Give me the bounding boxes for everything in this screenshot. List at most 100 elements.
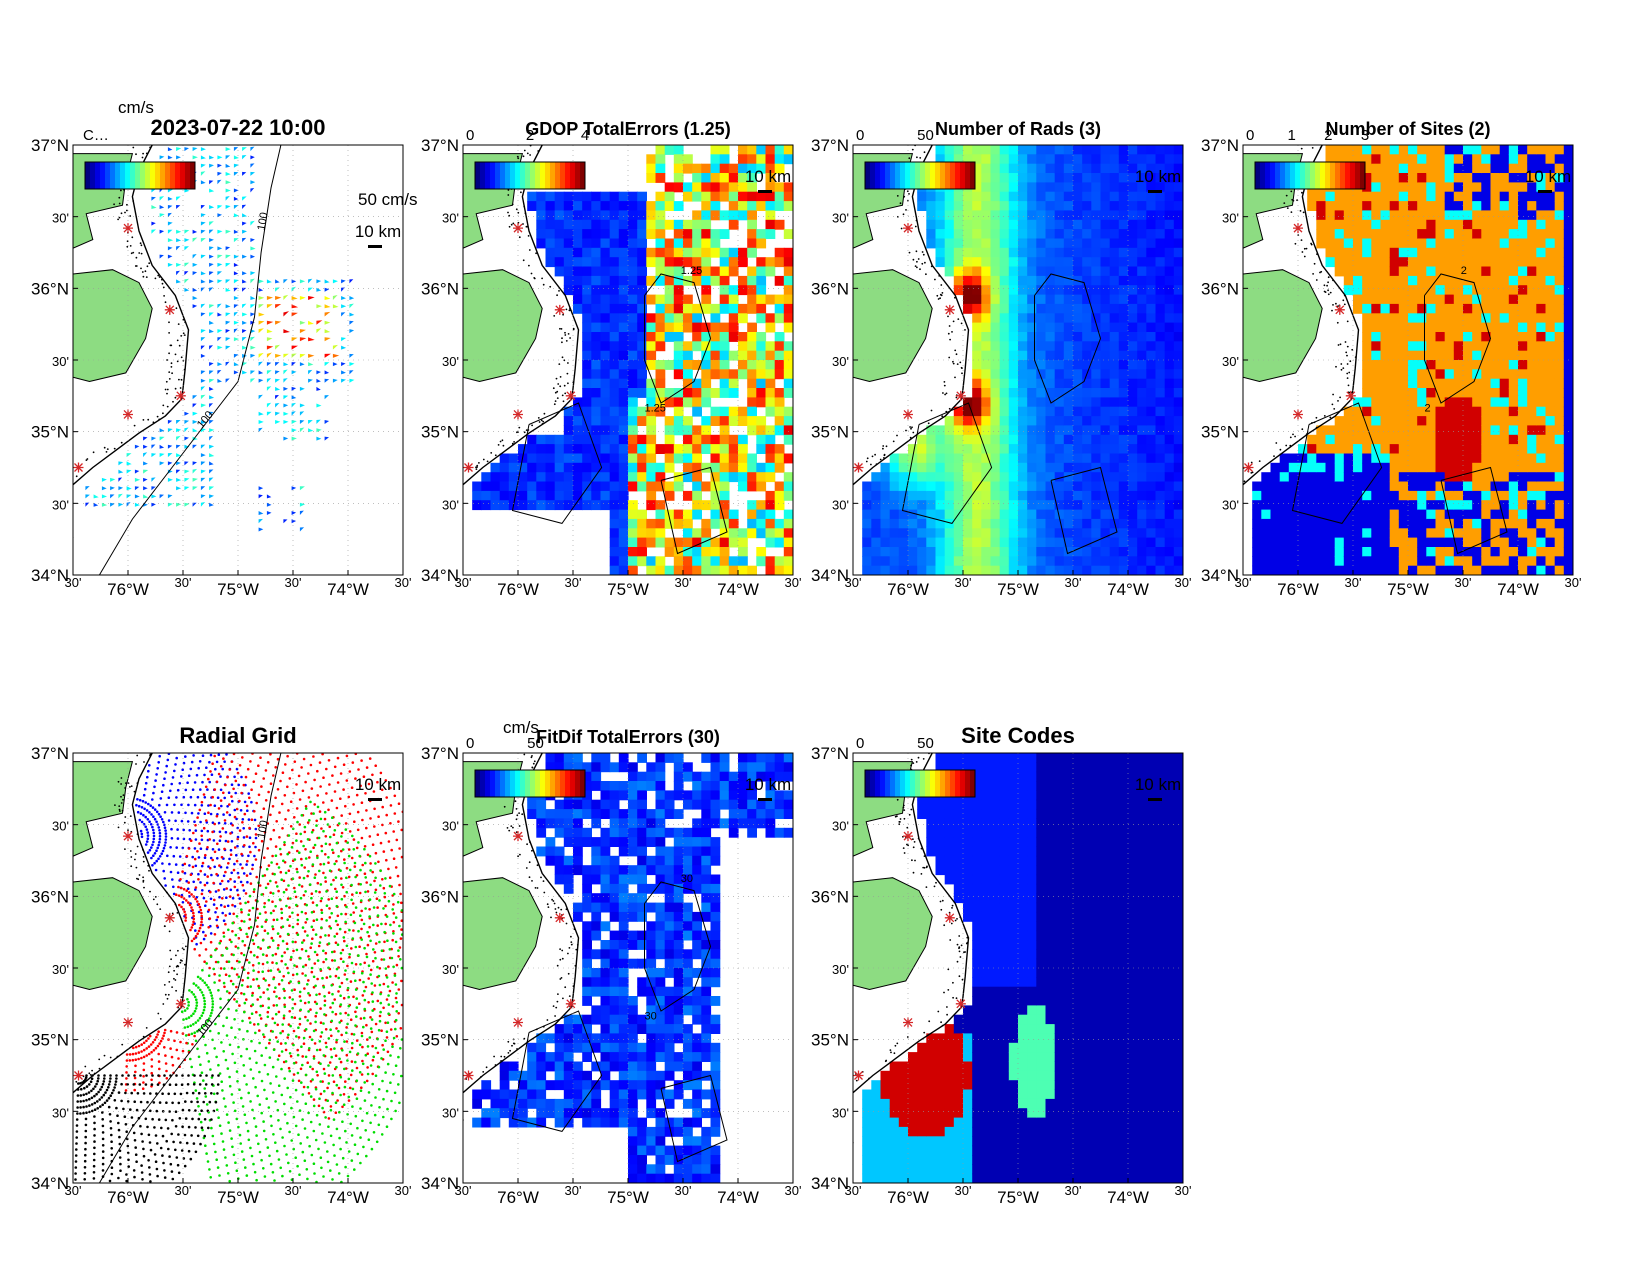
colorbar-tick-label: 0 xyxy=(466,127,474,144)
latitude-label: 30' xyxy=(442,1105,459,1120)
longitude-label: 76°W xyxy=(887,1188,929,1207)
latitude-label: 30' xyxy=(442,497,459,512)
latitude-label: 34°N xyxy=(1201,566,1239,585)
contour-label: 2 xyxy=(1461,265,1467,277)
km-scale-label: 10 km xyxy=(1525,167,1571,186)
latitude-label: 30' xyxy=(832,497,849,512)
km-scale-bar xyxy=(758,798,772,801)
latitude-label: 35°N xyxy=(31,1031,69,1050)
field-cells xyxy=(472,145,793,575)
latitude-label: 30' xyxy=(52,354,69,369)
km-scale-bar xyxy=(1148,798,1162,801)
vector-scale-label: 50 cm/s xyxy=(358,190,418,209)
longitude-label: 76°W xyxy=(107,580,149,599)
colorbar-tick-label: 4 xyxy=(581,127,589,144)
site-marker xyxy=(554,912,565,923)
colorbar xyxy=(864,769,976,798)
latitude-label: 37°N xyxy=(811,744,849,763)
units-label: cm/s xyxy=(118,98,154,117)
longitude-label: 30' xyxy=(455,575,472,590)
site-marker xyxy=(944,912,955,923)
map-panel-gdop: 1.251.250 2 410 km37°N30'36°N30'35°N30'34°… xyxy=(421,119,801,599)
latitude-label: 30' xyxy=(832,211,849,226)
longitude-label: 30' xyxy=(565,575,582,590)
land-area xyxy=(73,761,134,857)
site-marker xyxy=(1334,304,1345,315)
radar-sites xyxy=(73,223,186,473)
km-scale-label: 10 km xyxy=(1135,775,1181,794)
contour-label: 30 xyxy=(681,873,693,885)
colorbar-tick-label: 50 xyxy=(917,127,934,144)
longitude-label: 30' xyxy=(65,1183,82,1198)
field-cells xyxy=(862,753,1183,1183)
longitude-label: 75°W xyxy=(217,580,259,599)
longitude-label: 74°W xyxy=(327,580,369,599)
latitude-label: 30' xyxy=(1222,354,1239,369)
panel-title: Number of Rads (3) xyxy=(935,119,1101,139)
latitude-label: 30' xyxy=(832,354,849,369)
latitude-label: 30' xyxy=(442,819,459,834)
colorbar xyxy=(864,161,976,190)
colorbar-tick-label: 0 xyxy=(1246,127,1254,144)
latitude-label: 34°N xyxy=(31,566,69,585)
graticule xyxy=(73,145,403,575)
longitude-label: 76°W xyxy=(107,1188,149,1207)
longitude-label: 30' xyxy=(395,575,412,590)
longitude-label: 76°W xyxy=(497,580,539,599)
site-marker xyxy=(1293,223,1303,234)
contour-label: 30 xyxy=(645,1011,657,1023)
colorbar-tick-label: 2 xyxy=(526,127,534,144)
colorbar-tick-label: 2 xyxy=(1324,127,1332,144)
longitude-label: 30' xyxy=(955,575,972,590)
site-marker xyxy=(565,390,576,401)
coastline xyxy=(73,145,190,486)
km-scale-label: 10 km xyxy=(745,775,791,794)
longitude-label: 30' xyxy=(955,1183,972,1198)
radar-sites xyxy=(1243,223,1356,473)
latitude-label: 30' xyxy=(1222,211,1239,226)
latitude-label: 35°N xyxy=(421,1031,459,1050)
site-marker xyxy=(903,831,913,842)
latitude-label: 37°N xyxy=(421,744,459,763)
latitude-label: 37°N xyxy=(31,136,69,155)
site-marker xyxy=(175,998,186,1009)
longitude-label: 30' xyxy=(1455,575,1472,590)
longitude-label: 30' xyxy=(1065,1183,1082,1198)
latitude-label: 35°N xyxy=(811,423,849,442)
site-marker xyxy=(1243,462,1254,473)
contour-label: 1.25 xyxy=(645,403,666,415)
km-scale-bar xyxy=(758,190,772,193)
site-marker xyxy=(853,462,864,473)
site-marker xyxy=(1293,409,1303,420)
longitude-label: 76°W xyxy=(887,580,929,599)
km-scale-bar xyxy=(368,245,382,248)
latitude-label: 30' xyxy=(832,1105,849,1120)
latitude-label: 30' xyxy=(1222,497,1239,512)
isobath-100m xyxy=(98,753,282,1183)
site-marker xyxy=(175,390,186,401)
site-marker xyxy=(513,1017,523,1028)
latitude-label: 30' xyxy=(52,211,69,226)
site-marker xyxy=(955,998,966,1009)
longitude-label: 75°W xyxy=(997,580,1039,599)
longitude-label: 30' xyxy=(65,575,82,590)
contour-lines xyxy=(901,273,1118,555)
land-area xyxy=(463,269,543,383)
latitude-label: 35°N xyxy=(421,423,459,442)
longitude-label: 30' xyxy=(175,575,192,590)
site-marker xyxy=(903,223,913,234)
isobath-label: 100 xyxy=(256,819,271,839)
panel-title: GDOP TotalErrors (1.25) xyxy=(525,119,730,139)
panel-title: Radial Grid xyxy=(179,723,296,748)
km-scale-bar xyxy=(368,798,382,801)
panel-title: FitDif TotalErrors (30) xyxy=(536,727,720,747)
graticule xyxy=(73,753,403,1183)
latitude-label: 36°N xyxy=(811,887,849,906)
longitude-label: 30' xyxy=(1175,575,1192,590)
longitude-label: 30' xyxy=(285,575,302,590)
latitude-label: 30' xyxy=(52,962,69,977)
colorbar xyxy=(474,161,586,190)
longitude-label: 75°W xyxy=(607,580,649,599)
